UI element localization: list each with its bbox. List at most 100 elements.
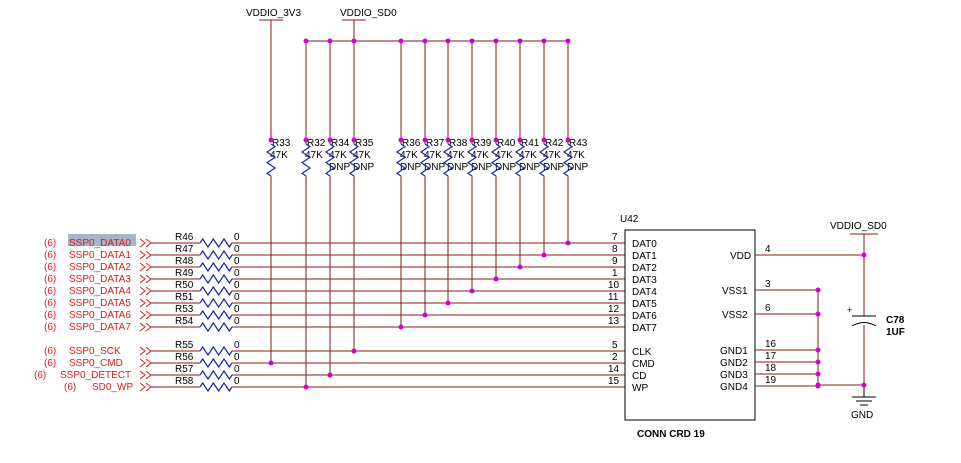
right-pin-number: 6 [765, 303, 771, 314]
signal-name: SSP0_SCK [69, 346, 121, 357]
junction-dot [815, 287, 821, 293]
series-res-ref: R51 [175, 292, 194, 303]
junction-dot [268, 137, 274, 143]
signal-name: SSP0_DATA6 [69, 310, 131, 321]
junction-dot [815, 311, 821, 317]
vdd-ground-network: VDDIO_SD0 GND + C78 1UF [755, 221, 905, 421]
junction-dot [351, 38, 357, 44]
pullup-resistors: R3347KR3247KR3447KDNPR3547KDNPR3647KDNPR… [265, 41, 588, 387]
connector-ref: U42 [620, 214, 639, 225]
series-res-value: 0 [234, 340, 240, 351]
pin-number: 10 [608, 280, 620, 291]
junction-dot [815, 382, 821, 388]
right-pin-name: GND3 [720, 370, 748, 381]
pullup-dnp: DNP [400, 162, 421, 173]
connector-right-pins: VDD 4 VSS1 3 VSS2 6 GND1 16 GND2 17 GND3 18 GND4 19 [720, 244, 818, 393]
junction-dot [517, 264, 523, 270]
junction-dot [815, 359, 821, 365]
signal-ssp0_cmd: (6) SSP0_CMD R56 0 2 CMD [44, 352, 655, 370]
junction-dot [565, 38, 571, 44]
junction-dot [517, 137, 523, 143]
junction-dot [327, 372, 333, 378]
rail-label-vddio-sd0: VDDIO_SD0 [340, 8, 397, 19]
pin-gnd2: GND2 17 [720, 351, 818, 369]
series-res-ref: R49 [175, 268, 194, 279]
vdd-net-label: VDDIO_SD0 [830, 221, 887, 232]
signal-ssp0_data7: (6) SSP0_DATA7 R54 0 13 DAT7 [44, 316, 657, 334]
pullup-ref: R40 [497, 138, 516, 149]
right-pin-number: 3 [765, 279, 771, 290]
signal-name: SSP0_DATA4 [69, 286, 131, 297]
junction-dot [398, 137, 404, 143]
junction-dot [517, 38, 523, 44]
right-pin-number: 17 [765, 351, 777, 362]
series-res-value: 0 [234, 232, 240, 243]
series-res-ref: R56 [175, 352, 194, 363]
signal-sheet-ref: (6) [44, 238, 56, 249]
gnd-label: GND [851, 410, 873, 421]
connector-part: CONN CRD 19 [637, 429, 705, 440]
junction-dot [565, 240, 571, 246]
series-res-ref: R58 [175, 376, 194, 387]
pin-name: DAT3 [632, 275, 657, 286]
junction-dot [422, 312, 428, 318]
signal-ssp0_data3: (6) SSP0_DATA3 R49 0 1 DAT3 [44, 268, 657, 286]
pin-number: 12 [608, 304, 620, 315]
pin-number: 15 [608, 376, 620, 387]
pin-number: 14 [608, 364, 620, 375]
signal-ssp0_sck: (6) SSP0_SCK R55 0 5 CLK [44, 340, 652, 358]
pullup-dnp: DNP [424, 162, 445, 173]
series-res-value: 0 [234, 304, 240, 315]
signal-sheet-ref: (6) [44, 358, 56, 369]
pullup-ref: R37 [426, 138, 445, 149]
pin-number: 13 [608, 316, 620, 327]
pullup-dnp: DNP [495, 162, 516, 173]
junction-dot [445, 300, 451, 306]
junction-dot [469, 38, 475, 44]
signal-sheet-ref: (6) [44, 310, 56, 321]
pin-gnd4: GND4 19 [720, 375, 818, 393]
signal-sheet-ref: (6) [44, 322, 56, 333]
junction-dot [541, 252, 547, 258]
series-res-ref: R55 [175, 340, 194, 351]
signal-name: SSP0_DATA7 [69, 322, 131, 333]
pullup-value: 47K [329, 150, 347, 161]
series-res-value: 0 [234, 244, 240, 255]
series-res-value: 0 [234, 256, 240, 267]
series-res-ref: R54 [175, 316, 194, 327]
connector-u42: U42 CONN CRD 19 [620, 214, 756, 440]
signal-ssp0_data5: (6) SSP0_DATA5 R51 0 11 DAT5 [44, 292, 657, 310]
junction-dot [398, 38, 404, 44]
pullup-value: 47K [567, 150, 585, 161]
series-res-value: 0 [234, 352, 240, 363]
signal-sheet-ref: (6) [64, 382, 76, 393]
rail-label-vddio-3v3: VDDIO_3V3 [246, 8, 301, 19]
junction-dot [815, 347, 821, 353]
pin-number: 5 [612, 340, 618, 351]
signal-ssp0_data1: (6) SSP0_DATA1 R47 0 8 DAT1 [44, 244, 657, 262]
pin-name: DAT1 [632, 251, 657, 262]
series-res-value: 0 [234, 268, 240, 279]
pullup-ref: R43 [569, 138, 588, 149]
pullup-ref: R39 [473, 138, 492, 149]
pullup-ref: R32 [307, 138, 326, 149]
pullup-value: 47K [270, 150, 288, 161]
junction-dot [445, 38, 451, 44]
junction-dot [469, 288, 475, 294]
pullup-value: 47K [305, 150, 323, 161]
junction-dot [541, 137, 547, 143]
pullup-dnp: DNP [447, 162, 468, 173]
signal-ssp0_detect: (6) SSP0_DETECT R57 0 14 CD [34, 364, 646, 382]
pullup-ref: R41 [521, 138, 540, 149]
right-pin-number: 4 [765, 244, 771, 255]
pullup-value: 47K [353, 150, 371, 161]
signal-sd0_wp: (6) SD0_WP R58 0 15 WP [64, 376, 648, 394]
junction-dot [493, 38, 499, 44]
